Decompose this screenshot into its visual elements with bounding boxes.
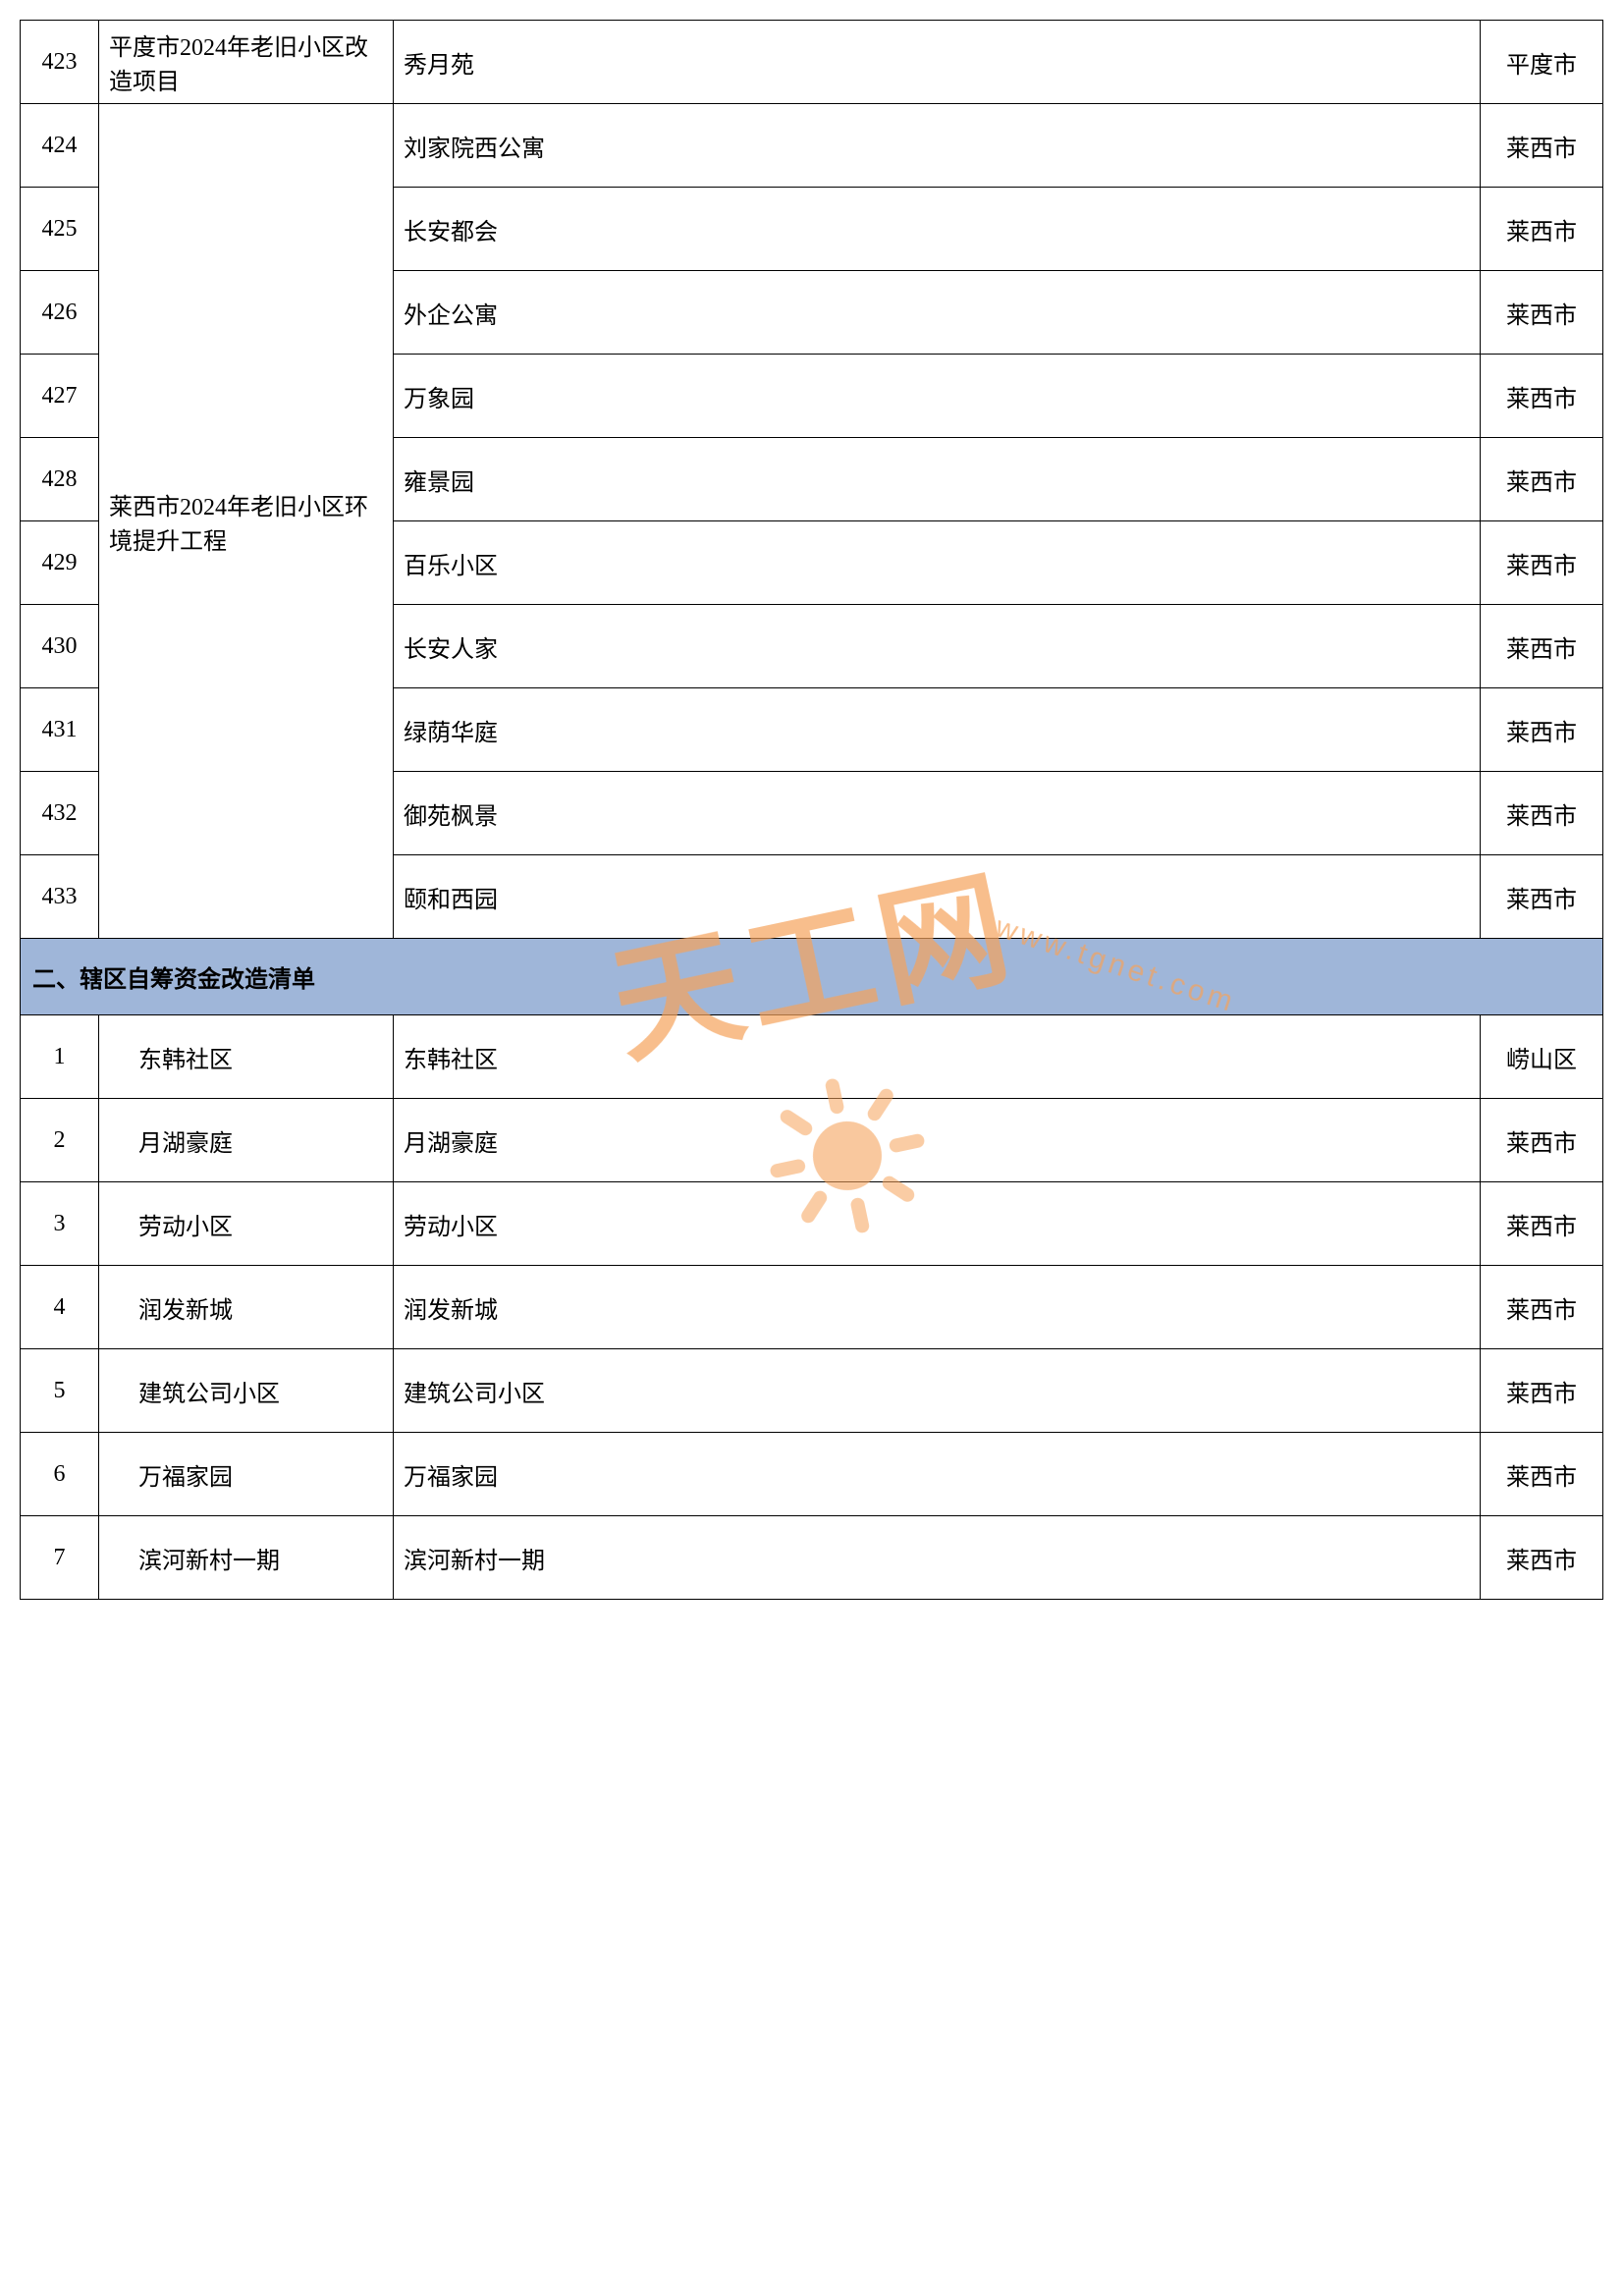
community-name: 万福家园	[394, 1433, 1481, 1516]
row-number: 425	[21, 188, 99, 271]
row-number: 2	[21, 1099, 99, 1182]
district-name: 莱西市	[1481, 1433, 1603, 1516]
district-name: 莱西市	[1481, 104, 1603, 188]
district-name: 莱西市	[1481, 1182, 1603, 1266]
table-row: 1东韩社区东韩社区崂山区	[21, 1015, 1603, 1099]
document-page: 423平度市2024年老旧小区改造项目秀月苑平度市424莱西市2024年老旧小区…	[0, 0, 1623, 2296]
community-name: 颐和西园	[394, 855, 1481, 939]
community-name: 御苑枫景	[394, 772, 1481, 855]
district-name: 莱西市	[1481, 688, 1603, 772]
table-row: 6万福家园万福家园莱西市	[21, 1433, 1603, 1516]
community-name: 百乐小区	[394, 521, 1481, 605]
project-name: 建筑公司小区	[99, 1349, 394, 1433]
table-row: 5建筑公司小区建筑公司小区莱西市	[21, 1349, 1603, 1433]
district-name: 莱西市	[1481, 271, 1603, 355]
row-number: 5	[21, 1349, 99, 1433]
project-name: 东韩社区	[99, 1015, 394, 1099]
community-name: 劳动小区	[394, 1182, 1481, 1266]
project-name: 润发新城	[99, 1266, 394, 1349]
table-row: 7滨河新村一期滨河新村一期莱西市	[21, 1516, 1603, 1600]
table-row: 2月湖豪庭月湖豪庭莱西市	[21, 1099, 1603, 1182]
row-number: 6	[21, 1433, 99, 1516]
project-name: 滨河新村一期	[99, 1516, 394, 1600]
district-name: 莱西市	[1481, 855, 1603, 939]
community-name: 建筑公司小区	[394, 1349, 1481, 1433]
project-name: 万福家园	[99, 1433, 394, 1516]
section-header-row: 二、辖区自筹资金改造清单	[21, 939, 1603, 1015]
district-name: 莱西市	[1481, 772, 1603, 855]
row-number: 426	[21, 271, 99, 355]
district-name: 崂山区	[1481, 1015, 1603, 1099]
table-row: 4润发新城润发新城莱西市	[21, 1266, 1603, 1349]
community-name: 月湖豪庭	[394, 1099, 1481, 1182]
row-number: 7	[21, 1516, 99, 1600]
district-name: 莱西市	[1481, 438, 1603, 521]
project-name: 劳动小区	[99, 1182, 394, 1266]
table-row: 423平度市2024年老旧小区改造项目秀月苑平度市	[21, 21, 1603, 104]
district-name: 莱西市	[1481, 521, 1603, 605]
row-number: 423	[21, 21, 99, 104]
community-name: 外企公寓	[394, 271, 1481, 355]
district-name: 平度市	[1481, 21, 1603, 104]
row-number: 430	[21, 605, 99, 688]
district-name: 莱西市	[1481, 605, 1603, 688]
project-name: 月湖豪庭	[99, 1099, 394, 1182]
row-number: 428	[21, 438, 99, 521]
data-table: 423平度市2024年老旧小区改造项目秀月苑平度市424莱西市2024年老旧小区…	[20, 20, 1603, 1600]
row-number: 432	[21, 772, 99, 855]
district-name: 莱西市	[1481, 188, 1603, 271]
district-name: 莱西市	[1481, 1099, 1603, 1182]
row-number: 429	[21, 521, 99, 605]
section-title: 二、辖区自筹资金改造清单	[21, 939, 1603, 1015]
district-name: 莱西市	[1481, 1266, 1603, 1349]
row-number: 433	[21, 855, 99, 939]
row-number: 1	[21, 1015, 99, 1099]
community-name: 东韩社区	[394, 1015, 1481, 1099]
community-name: 润发新城	[394, 1266, 1481, 1349]
district-name: 莱西市	[1481, 1516, 1603, 1600]
table-row: 424莱西市2024年老旧小区环境提升工程刘家院西公寓莱西市	[21, 104, 1603, 188]
community-name: 刘家院西公寓	[394, 104, 1481, 188]
community-name: 绿荫华庭	[394, 688, 1481, 772]
community-name: 万象园	[394, 355, 1481, 438]
district-name: 莱西市	[1481, 355, 1603, 438]
row-number: 424	[21, 104, 99, 188]
row-number: 3	[21, 1182, 99, 1266]
community-name: 秀月苑	[394, 21, 1481, 104]
table-row: 3劳动小区劳动小区莱西市	[21, 1182, 1603, 1266]
district-name: 莱西市	[1481, 1349, 1603, 1433]
project-name: 平度市2024年老旧小区改造项目	[99, 21, 394, 104]
community-name: 长安都会	[394, 188, 1481, 271]
community-name: 滨河新村一期	[394, 1516, 1481, 1600]
row-number: 427	[21, 355, 99, 438]
row-number: 4	[21, 1266, 99, 1349]
community-name: 长安人家	[394, 605, 1481, 688]
row-number: 431	[21, 688, 99, 772]
project-name: 莱西市2024年老旧小区环境提升工程	[99, 104, 394, 939]
community-name: 雍景园	[394, 438, 1481, 521]
